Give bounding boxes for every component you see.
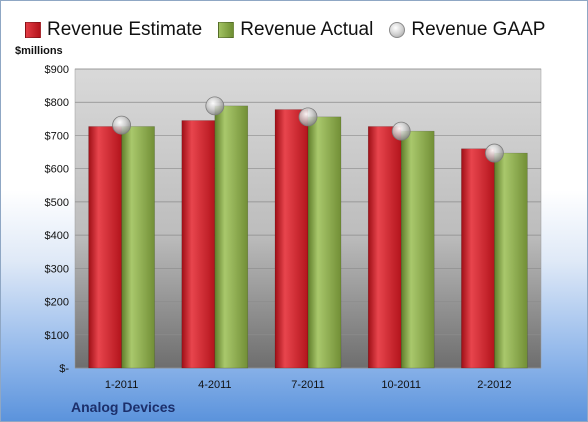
marker-revenue-gaap bbox=[112, 115, 131, 135]
legend-item-gaap: Revenue GAAP bbox=[389, 19, 545, 41]
legend-item-estimate: Revenue Estimate bbox=[25, 19, 202, 41]
legend-swatch-actual bbox=[218, 22, 235, 38]
marker-revenue-gaap bbox=[391, 121, 411, 141]
legend-label-gaap: Revenue GAAP bbox=[411, 19, 546, 40]
bar-revenue-estimate bbox=[367, 126, 402, 369]
x-tick-label: 1-2011 bbox=[105, 379, 138, 391]
y-axis-ticks: $- $100 $200 $300 $400 $500 $600 $700 $800 $900 bbox=[45, 64, 70, 375]
bar-revenue-estimate bbox=[88, 126, 122, 369]
y-tick-label: $100 bbox=[45, 330, 69, 342]
legend-marker-gaap bbox=[389, 22, 406, 38]
legend-label-estimate: Revenue Estimate bbox=[47, 19, 203, 40]
y-tick-label: $900 bbox=[45, 64, 69, 76]
y-tick-label: $- bbox=[59, 363, 69, 375]
legend-label-actual: Revenue Actual bbox=[240, 19, 374, 40]
chart-legend: Revenue Estimate Revenue Actual Revenue … bbox=[25, 17, 561, 43]
x-axis-ticks: 1-2011 4-2011 7-2011 10-2011 2-2012 bbox=[105, 379, 512, 391]
x-tick-label: 7-2011 bbox=[291, 379, 324, 391]
x-tick-label: 10-2011 bbox=[381, 379, 421, 391]
y-axis-unit-label: $millions bbox=[15, 45, 63, 57]
marker-revenue-gaap bbox=[298, 107, 318, 127]
y-tick-label: $400 bbox=[45, 230, 69, 242]
y-tick-label: $800 bbox=[45, 97, 69, 109]
marker-revenue-gaap bbox=[205, 96, 225, 116]
y-tick-label: $200 bbox=[45, 297, 69, 309]
y-tick-label: $700 bbox=[45, 130, 69, 142]
marker-revenue-gaap bbox=[484, 143, 504, 163]
gaap-markers bbox=[112, 96, 504, 163]
bar-revenue-actual bbox=[400, 130, 435, 369]
legend-item-actual: Revenue Actual bbox=[218, 19, 373, 41]
bar-revenue-actual bbox=[214, 105, 249, 369]
x-tick-label: 4-2011 bbox=[198, 379, 231, 391]
company-name: Analog Devices bbox=[71, 399, 176, 415]
y-tick-label: $500 bbox=[45, 197, 69, 209]
bar-revenue-actual bbox=[494, 152, 528, 369]
bar-revenue-actual bbox=[307, 116, 342, 369]
x-tick-label: 2-2012 bbox=[477, 379, 511, 391]
bar-revenue-estimate bbox=[274, 109, 309, 369]
bars-group bbox=[88, 105, 528, 369]
y-tick-label: $600 bbox=[45, 164, 69, 176]
legend-swatch-estimate bbox=[25, 22, 41, 38]
y-tick-label: $300 bbox=[45, 263, 69, 275]
bar-revenue-estimate bbox=[181, 120, 216, 369]
bar-revenue-estimate bbox=[461, 148, 495, 369]
bar-revenue-actual bbox=[121, 126, 155, 369]
